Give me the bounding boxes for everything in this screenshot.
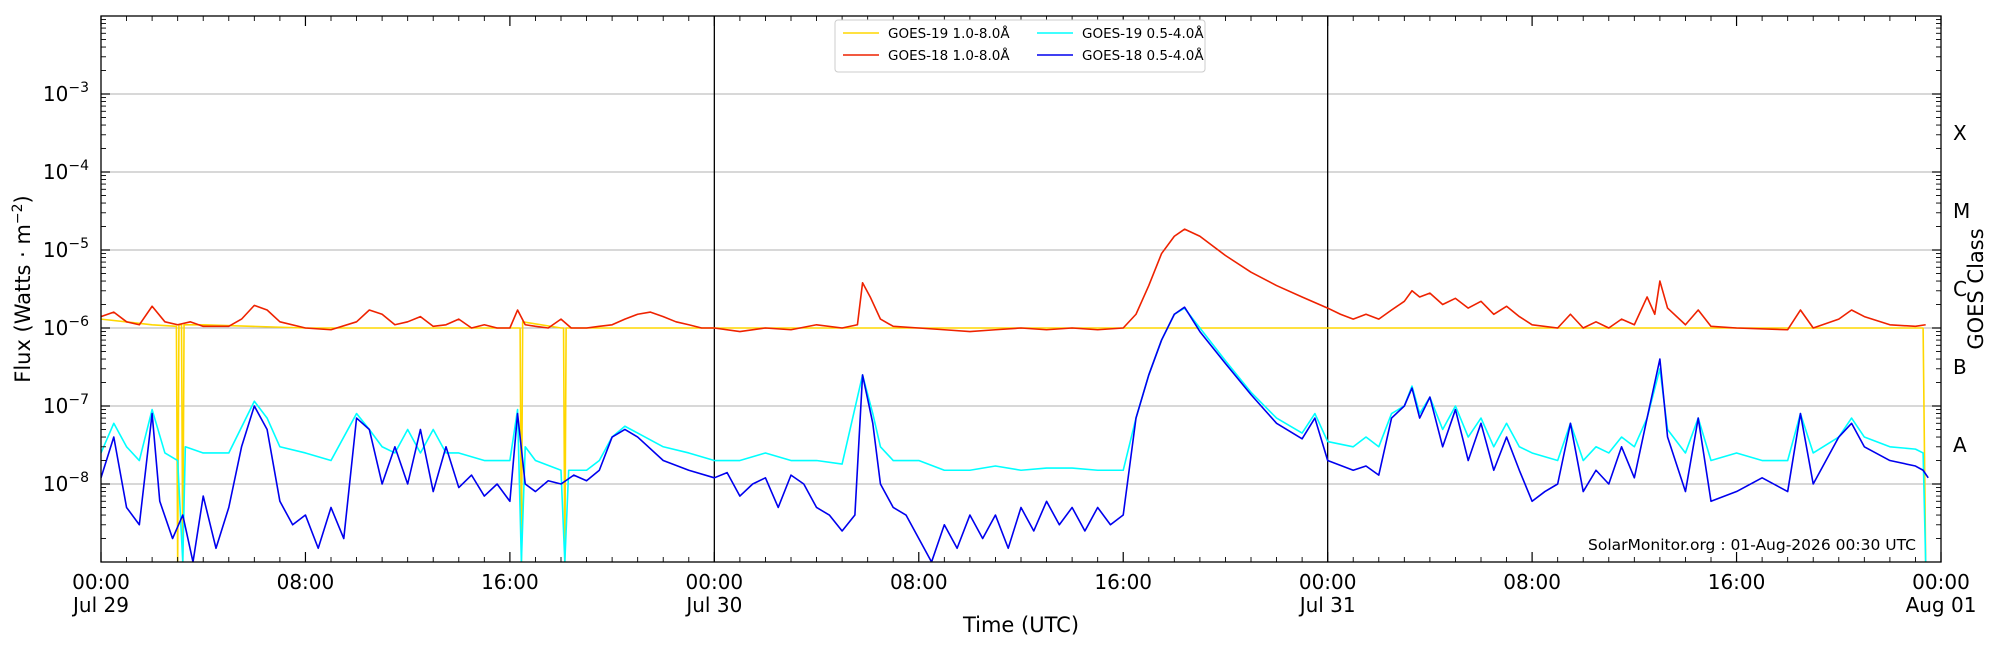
goes-class-axis-title: GOES Class bbox=[1964, 228, 1988, 349]
day-separator-lines bbox=[713, 16, 1329, 562]
x-axis-title: Time (UTC) bbox=[962, 613, 1079, 637]
goes-class-letter: B bbox=[1953, 355, 1967, 379]
x-tick-label: 16:00 bbox=[1708, 570, 1766, 594]
x-tick-label: 16:00 bbox=[1094, 570, 1152, 594]
goes-class-letter: C bbox=[1953, 277, 1967, 301]
goes-class-letter: M bbox=[1953, 199, 1970, 223]
credit-annotation: SolarMonitor.org : 01-Aug-2026 00:30 UTC bbox=[1588, 536, 1916, 554]
y-tick-label: 10−4 bbox=[43, 158, 89, 184]
x-tick-label: Jul 30 bbox=[684, 593, 742, 617]
y-tick-label: 10−6 bbox=[43, 314, 89, 340]
x-tick-label: 00:00 bbox=[1912, 570, 1970, 594]
x-tick-label: Aug 01 bbox=[1906, 593, 1977, 617]
x-tick-label: 00:00 bbox=[686, 570, 744, 594]
goes-class-letter: X bbox=[1953, 121, 1967, 145]
goes-class-labels: A B C M X bbox=[1953, 121, 1970, 457]
series-layer bbox=[101, 228, 1929, 562]
legend-label: GOES-19 0.5-4.0Å bbox=[1082, 25, 1204, 42]
series-line bbox=[101, 307, 1927, 562]
x-tick-label: 08:00 bbox=[277, 570, 335, 594]
legend-box bbox=[834, 19, 1206, 73]
y-tick-label: 10−8 bbox=[43, 470, 89, 496]
x-tick-label: Jul 29 bbox=[71, 593, 129, 617]
x-tick-label: Jul 31 bbox=[1298, 593, 1356, 617]
x-tick-label: 08:00 bbox=[1503, 570, 1561, 594]
x-tick-label: 08:00 bbox=[890, 570, 948, 594]
legend: GOES-19 1.0-8.0Å GOES-19 0.5-4.0Å GOES-18 … bbox=[834, 19, 1206, 73]
x-tick-label: 00:00 bbox=[72, 570, 130, 594]
x-tick-label: 00:00 bbox=[1299, 570, 1357, 594]
legend-label: GOES-18 0.5-4.0Å bbox=[1082, 47, 1204, 64]
y-tick-label: 10−7 bbox=[43, 392, 89, 418]
legend-label: GOES-19 1.0-8.0Å bbox=[888, 25, 1010, 42]
y-tick-label: 10−3 bbox=[43, 80, 89, 106]
y-axis-ticks: 10−8 10−7 10−6 10−5 10−4 10−3 bbox=[43, 19, 1941, 539]
y-axis-title: Flux (Watts · m−2) bbox=[10, 195, 35, 383]
legend-label: GOES-18 1.0-8.0Å bbox=[888, 47, 1010, 64]
x-tick-label: 16:00 bbox=[481, 570, 539, 594]
goes-class-letter: A bbox=[1953, 433, 1967, 457]
series-line bbox=[101, 228, 1926, 333]
series-line bbox=[101, 306, 1929, 562]
y-tick-label: 10−5 bbox=[43, 236, 89, 262]
